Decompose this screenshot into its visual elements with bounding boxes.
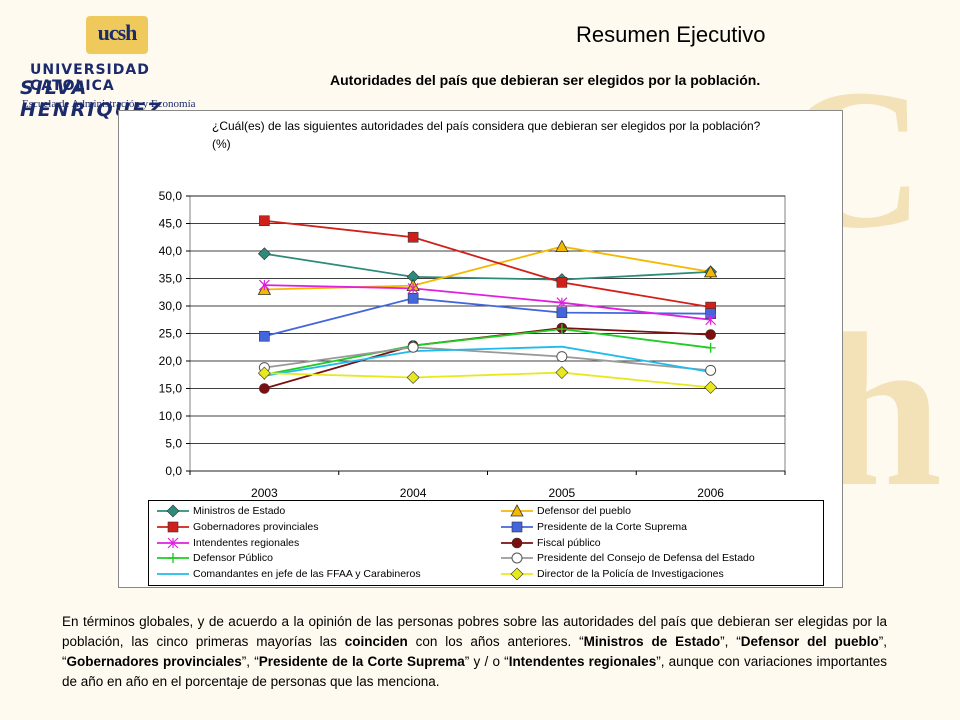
paragraph-text: ”, aunque con variaciones importantes de…: [62, 654, 887, 689]
legend-swatch: [501, 537, 533, 548]
logo-university-name: UNIVERSIDAD CATOLICA: [30, 62, 150, 94]
logo-mark-text: ucsh: [97, 20, 138, 45]
legend-label: Fiscal público: [537, 536, 601, 549]
summary-paragraph: En términos globales, y de acuerdo a la …: [62, 612, 887, 692]
logo-school-name: Escuela de Administración y Economía: [22, 98, 196, 110]
legend-label: Defensor del pueblo: [537, 505, 631, 517]
legend-label: Presidente del Consejo de Defensa del Es…: [537, 552, 755, 565]
paragraph-bold: coinciden: [344, 634, 408, 649]
legend-label: Director de la Policía de Investigacione…: [537, 568, 724, 581]
legend-label: Gobernadores provinciales: [193, 520, 319, 533]
legend-swatch: [157, 504, 189, 518]
legend-swatch: [501, 567, 533, 581]
legend-label: Ministros de Estado: [193, 505, 286, 517]
chart-legend: Ministros de Estado Defensor del pueblo Go…: [148, 500, 824, 586]
legend-swatch: [157, 553, 189, 564]
paragraph-text: ” y / o “: [464, 654, 509, 669]
page-title: Resumen Ejecutivo: [576, 22, 766, 47]
logo-mark-icon: [86, 16, 148, 54]
paragraph-bold: Presidente de la Corte Suprema: [258, 654, 465, 669]
legend-marker: [167, 537, 179, 549]
chart-title: ¿Cuál(es) de las siguientes autoridades …: [212, 119, 761, 151]
legend-marker: [166, 504, 180, 518]
legend-marker: [511, 537, 523, 548]
legend-marker: [510, 567, 524, 581]
paragraph-text: ”, “: [241, 654, 259, 669]
legend-swatch: [157, 521, 189, 533]
legend-label: Intendentes regionales: [193, 536, 300, 549]
legend-swatch: [157, 537, 189, 549]
legend-swatch: [157, 573, 189, 576]
legend-swatch: [501, 521, 533, 533]
legend-marker: [168, 553, 178, 564]
legend-swatch: [501, 504, 533, 517]
legend-marker: [511, 552, 523, 564]
paragraph-text: ”, “: [62, 634, 887, 669]
paragraph-bold: Ministros de Estado: [583, 634, 721, 649]
legend-swatch: [501, 552, 533, 564]
legend-marker: [510, 504, 524, 517]
legend-label: Presidente de la Corte Suprema: [537, 520, 687, 533]
paragraph-text: con los años anteriores. “: [407, 634, 584, 649]
legend-marker: [167, 521, 179, 533]
paragraph-text: En términos globales, y de acuerdo a la …: [62, 614, 887, 649]
legend-label: Comandantes en jefe de las FFAA y Carabi…: [193, 568, 421, 581]
paragraph-bold: Gobernadores provinciales: [66, 654, 242, 669]
paragraph-bold: Defensor del pueblo: [740, 634, 879, 649]
legend-marker: [511, 521, 523, 533]
paragraph-text: ”, “: [720, 634, 741, 649]
legend-label: Defensor Público: [193, 552, 273, 565]
paragraph-bold: Intendentes regionales: [508, 654, 657, 669]
page-subtitle: Autoridades del país que debieran ser el…: [330, 72, 761, 88]
